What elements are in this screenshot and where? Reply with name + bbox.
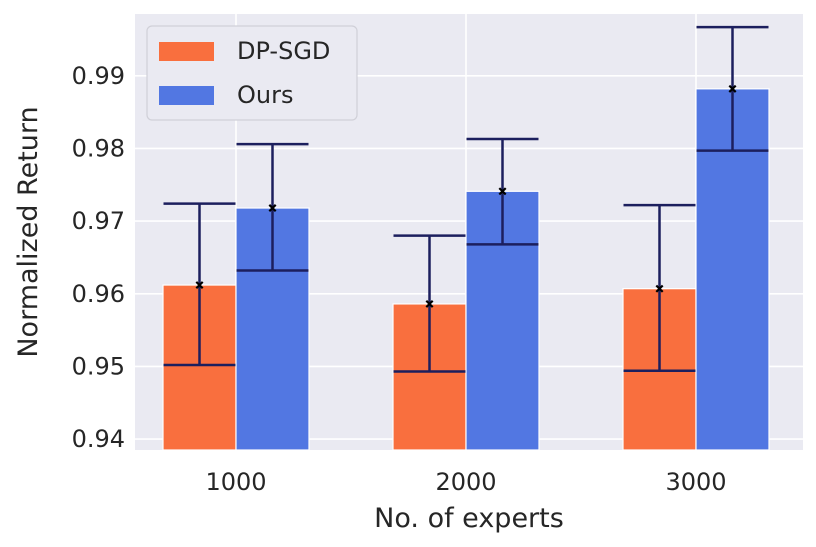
mean-marker-dp-sgd-3000 xyxy=(655,284,664,293)
y-axis-label: Normalized Return xyxy=(13,106,44,357)
y-tick-label: 0.99 xyxy=(72,62,125,90)
x-tick-label: 3000 xyxy=(665,468,726,496)
y-tick-label: 0.94 xyxy=(72,425,125,453)
mean-marker-ours-1000 xyxy=(268,204,277,212)
legend-swatch-ours xyxy=(159,86,214,105)
y-tick-label: 0.98 xyxy=(72,134,125,162)
mean-marker-ours-3000 xyxy=(728,84,737,93)
y-tick-label: 0.95 xyxy=(72,352,125,380)
legend: DP-SGD Ours xyxy=(146,25,358,121)
x-axis: 1000 2000 3000 xyxy=(205,468,726,496)
y-axis: 0.94 0.95 0.96 0.97 0.98 0.99 xyxy=(72,62,125,453)
mean-marker-dp-sgd-1000 xyxy=(195,281,204,290)
x-tick-label: 2000 xyxy=(435,468,496,496)
legend-label-ours: Ours xyxy=(237,81,293,109)
y-tick-label: 0.97 xyxy=(72,207,125,235)
x-tick-label: 1000 xyxy=(205,468,266,496)
legend-label-dp-sgd: DP-SGD xyxy=(237,37,330,65)
mean-marker-dp-sgd-2000 xyxy=(425,299,434,308)
mean-marker-ours-2000 xyxy=(498,187,507,196)
y-tick-label: 0.96 xyxy=(72,280,125,308)
error-bars xyxy=(163,25,769,373)
legend-swatch-dp-sgd xyxy=(159,42,214,61)
x-axis-label: No. of experts xyxy=(374,503,564,534)
